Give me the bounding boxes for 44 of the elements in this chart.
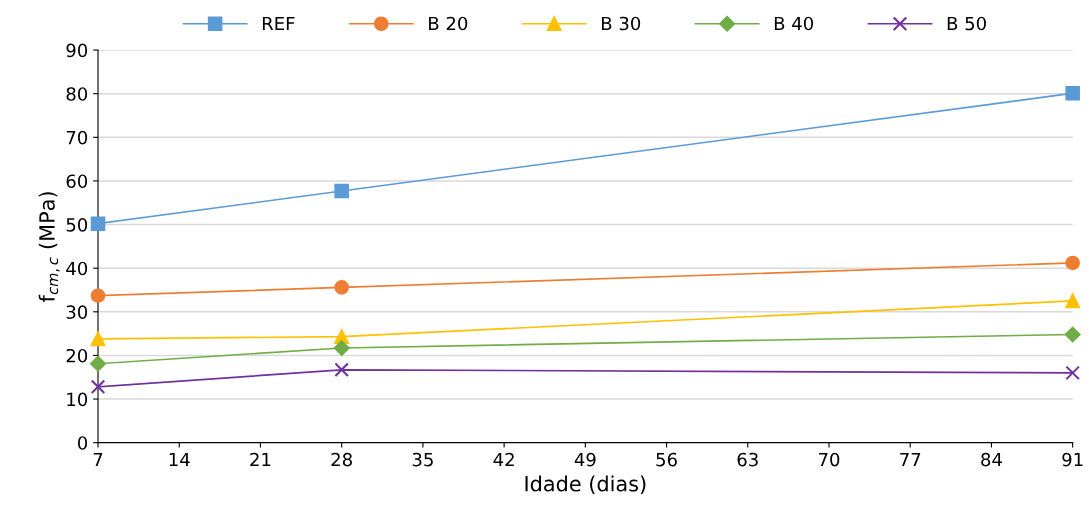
point [1065, 85, 1080, 101]
legend-label: REF [262, 16, 295, 31]
x-tick-label: 56 [656, 452, 677, 467]
y-axis-title: f$_{cm,c}$ (MPa) [38, 192, 60, 302]
point [90, 216, 106, 231]
x-tick-label: 21 [250, 452, 271, 467]
point [1065, 365, 1080, 381]
y-tick-label: 80 [66, 87, 88, 101]
x-tick-label: 77 [900, 452, 921, 467]
point [334, 362, 349, 378]
point [334, 183, 349, 199]
y-tick-label: 50 [66, 218, 88, 232]
legend-label: B 50 [947, 16, 986, 31]
point [1064, 326, 1081, 343]
legend-label: B 40 [774, 16, 814, 31]
y-tick-label: 90 [66, 43, 88, 58]
point [1065, 255, 1080, 271]
y-tick-label: 20 [66, 348, 88, 363]
point [90, 288, 106, 303]
x-tick-label: 14 [169, 452, 190, 467]
legend-label: B 30 [602, 16, 641, 31]
legend-label: B 20 [429, 16, 468, 31]
y-tick-label: 0 [77, 436, 88, 450]
point [333, 340, 350, 356]
y-tick-label: 40 [66, 261, 88, 276]
x-tick-label: 84 [981, 452, 1002, 467]
x-tick-label: 91 [1062, 452, 1083, 467]
y-tick-label: 30 [66, 305, 88, 319]
point [90, 355, 106, 372]
point [334, 280, 349, 295]
x-tick-label: 35 [412, 452, 433, 467]
x-tick-label: 63 [737, 452, 758, 467]
point [90, 331, 106, 347]
x-axis-title: Idade (dias) [525, 475, 646, 495]
x-tick-label: 70 [818, 452, 840, 467]
y-tick-label: 60 [66, 174, 88, 189]
x-tick-label: 49 [574, 452, 596, 467]
point [90, 379, 106, 395]
y-tick-label: 10 [67, 392, 88, 407]
x-tick-label: 42 [493, 452, 514, 467]
y-tick-label: 70 [66, 130, 88, 145]
x-tick-label: 28 [331, 452, 352, 467]
x-tick-label: 7 [93, 452, 103, 467]
point [1065, 293, 1080, 309]
